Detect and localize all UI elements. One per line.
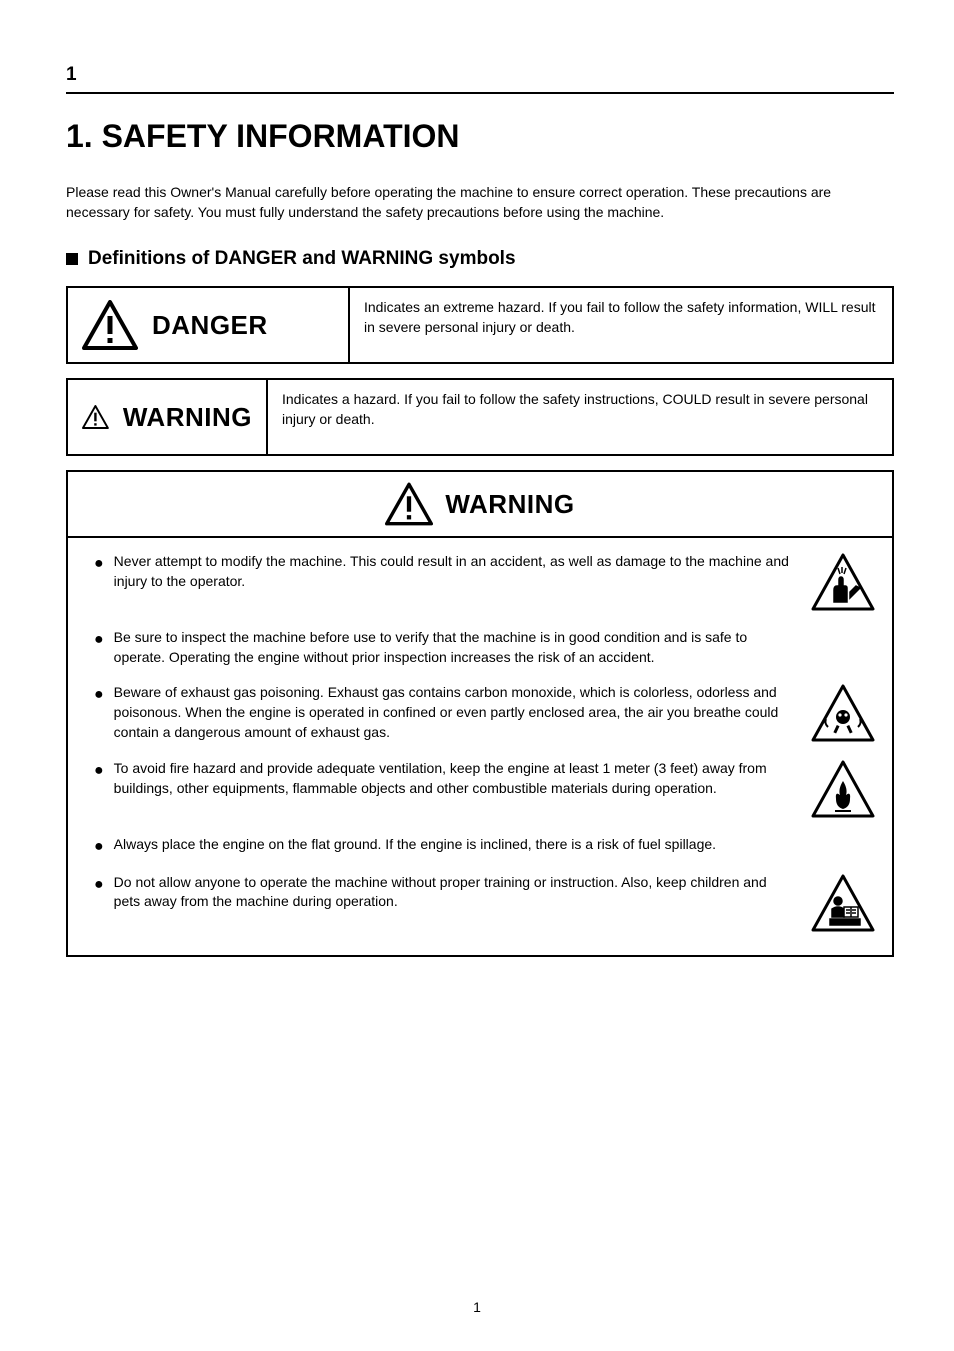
list-item-text: To avoid fire hazard and provide adequat… bbox=[114, 759, 796, 798]
list-item-text: Be sure to inspect the machine before us… bbox=[114, 628, 796, 667]
square-bullet-icon bbox=[66, 253, 78, 265]
list-item-text: Do not allow anyone to operate the machi… bbox=[114, 873, 796, 912]
read-manual-icon bbox=[806, 873, 876, 933]
danger-text: Indicates an extreme hazard. If you fail… bbox=[350, 288, 892, 362]
list-item-text: Never attempt to modify the machine. Thi… bbox=[114, 552, 796, 591]
warning-text: Indicates a hazard. If you fail to follo… bbox=[268, 380, 892, 454]
bullet-icon: ● bbox=[94, 630, 104, 649]
page-number: 1 bbox=[0, 1299, 954, 1315]
page: 1 1. SAFETY INFORMATION Please read this… bbox=[0, 0, 954, 997]
section-number: 1 bbox=[66, 64, 894, 86]
bullet-icon: ● bbox=[94, 685, 104, 704]
warning-triangle-icon bbox=[385, 482, 433, 526]
bullet-icon: ● bbox=[94, 554, 104, 573]
list-item: ● Do not allow anyone to operate the mac… bbox=[94, 873, 876, 933]
toxic-hazard-icon bbox=[806, 683, 876, 743]
top-rule bbox=[66, 92, 894, 94]
intro-paragraph: Please read this Owner's Manual carefull… bbox=[66, 183, 894, 222]
warning-label: WARNING bbox=[123, 402, 252, 433]
list-item-text: Always place the engine on the flat grou… bbox=[114, 835, 796, 855]
warning-box: WARNING Indicates a hazard. If you fail … bbox=[66, 378, 894, 456]
warning-triangle-icon bbox=[82, 392, 109, 442]
list-item: ● Always place the engine on the flat gr… bbox=[94, 835, 876, 856]
warning-list-label: WARNING bbox=[445, 489, 574, 520]
subhead-row: Definitions of DANGER and WARNING symbol… bbox=[66, 248, 894, 270]
danger-box-left: DANGER bbox=[68, 288, 350, 362]
warning-box-left: WARNING bbox=[68, 380, 268, 454]
bullet-icon: ● bbox=[94, 837, 104, 856]
list-item: ● Never attempt to modify the machine. T… bbox=[94, 552, 876, 612]
list-item: ● Beware of exhaust gas poisoning. Exhau… bbox=[94, 683, 876, 743]
hand-cut-hazard-icon bbox=[806, 552, 876, 612]
warning-list-box: WARNING ● Never attempt to modify the ma… bbox=[66, 470, 894, 956]
warning-triangle-icon bbox=[82, 300, 138, 350]
bullet-icon: ● bbox=[94, 761, 104, 780]
fire-hazard-icon bbox=[806, 759, 876, 819]
danger-label: DANGER bbox=[152, 310, 268, 341]
warning-list-head: WARNING bbox=[68, 472, 892, 538]
list-item: ● Be sure to inspect the machine before … bbox=[94, 628, 876, 667]
list-item-text: Beware of exhaust gas poisoning. Exhaust… bbox=[114, 683, 796, 742]
warning-list-body: ● Never attempt to modify the machine. T… bbox=[68, 538, 892, 954]
danger-box: DANGER Indicates an extreme hazard. If y… bbox=[66, 286, 894, 364]
page-title: 1. SAFETY INFORMATION bbox=[66, 118, 894, 155]
bullet-icon: ● bbox=[94, 875, 104, 894]
subhead: Definitions of DANGER and WARNING symbol… bbox=[88, 248, 516, 270]
list-item: ● To avoid fire hazard and provide adequ… bbox=[94, 759, 876, 819]
